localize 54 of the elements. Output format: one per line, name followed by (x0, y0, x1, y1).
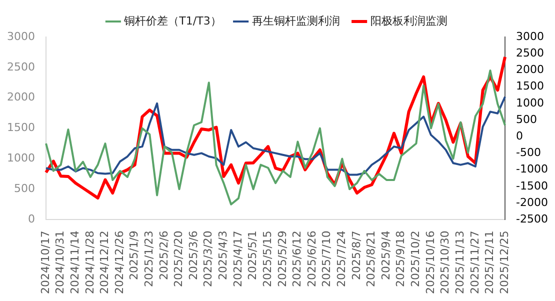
x-tick-label: 2025/2/6 (157, 230, 170, 280)
x-tick-label: 2025/9/4 (379, 230, 392, 280)
y2-tick-label: -2000 (516, 196, 548, 209)
x-tick-label: 2025/11/27 (468, 230, 482, 294)
y2-tick-label: 1500 (516, 80, 544, 93)
x-tick-label: 2025/10/16 (424, 230, 437, 294)
x-tick-label: 2025/7/10 (320, 230, 334, 288)
x-tick-label: 2025/11/13 (453, 230, 466, 294)
x-tick-label: 2025/6/12 (290, 230, 304, 288)
x-tick-label: 2024/12/12 (98, 230, 112, 294)
x-tick-label: 2024/12/26 (112, 230, 126, 294)
x-tick-label: 2024/11/28 (83, 230, 96, 294)
y-tick-label: 0 (28, 212, 35, 226)
y2-tick-label: -500 (516, 146, 542, 160)
x-tick-label: 2025/6/26 (305, 230, 318, 288)
x-tick-label: 2025/8/21 (364, 230, 378, 288)
y2-tick-label: -1500 (516, 179, 548, 192)
x-tick-label: 2025/1/9 (128, 230, 141, 280)
y-tick-label: 1000 (6, 152, 35, 165)
y-tick-label: 500 (14, 182, 35, 196)
legend-label: 阳极板利润监测 (370, 14, 448, 28)
x-tick-label: 2025/8/7 (350, 230, 363, 280)
x-tick-label: 2024/10/31 (54, 230, 67, 294)
y-tick-label: 1500 (6, 121, 35, 134)
x-tick-label: 2025/10/2 (409, 230, 422, 288)
legend-label: 铜杆价差（T1/T3） (123, 14, 222, 28)
x-tick-label: 2025/5/29 (276, 230, 289, 288)
x-tick-label: 2024/11/14 (68, 230, 82, 294)
y2-tick-label: 3000 (516, 30, 544, 43)
x-tick-label: 2025/2/20 (172, 230, 186, 288)
y-tick-label: 2000 (6, 90, 35, 104)
y2-tick-label: 2500 (516, 46, 544, 60)
x-tick-label: 2025/5/1 (246, 230, 260, 280)
x-tick-label: 2025/3/6 (186, 230, 200, 280)
x-tick-label: 2025/1/23 (142, 230, 156, 288)
y2-tick-label: -1000 (516, 162, 548, 176)
x-tick-label: 2025/4/17 (231, 230, 244, 288)
x-tick-label: 2025/12/25 (498, 230, 511, 294)
y2-tick-label: 0 (516, 129, 524, 142)
x-tick-label: 2025/12/11 (483, 230, 496, 294)
y2-tick-label: 2000 (516, 63, 544, 76)
x-tick-label: 2025/3/20 (202, 230, 215, 288)
y2-tick-label: 1000 (516, 96, 544, 110)
x-tick-label: 2025/5/15 (260, 230, 274, 288)
legend-label: 再生铜杆监测利润 (252, 14, 340, 28)
x-tick-label: 2025/10/30 (438, 230, 452, 294)
x-tick-label: 2025/9/18 (394, 230, 408, 288)
x-tick-label: 2025/7/24 (335, 230, 348, 288)
y2-tick-label: -2500 (516, 212, 548, 226)
y2-tick-label: 500 (516, 112, 538, 126)
y-tick-label: 2500 (6, 60, 35, 74)
x-tick-label: 2025/4/3 (216, 230, 230, 280)
x-tick-label: 2024/10/17 (38, 230, 52, 294)
y-tick-label: 3000 (6, 30, 35, 43)
